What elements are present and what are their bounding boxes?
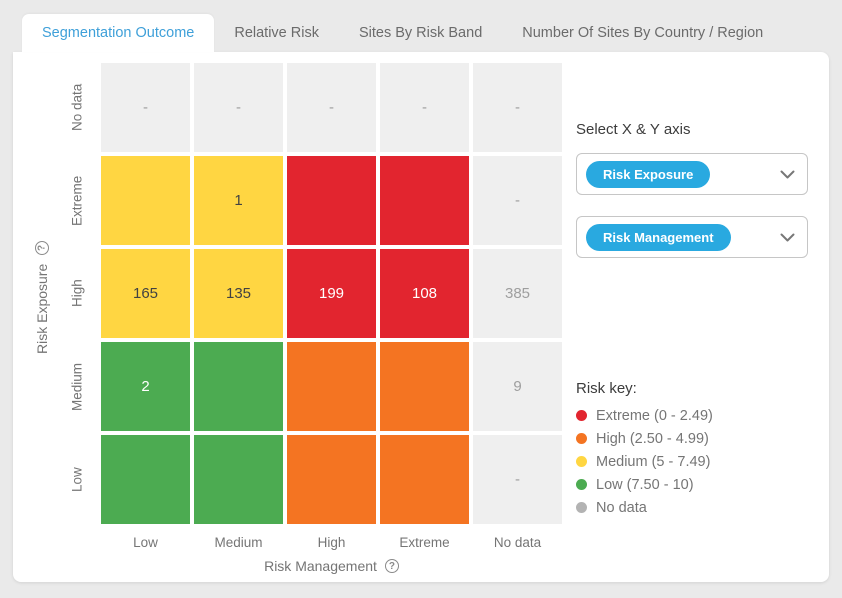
heatmap-cell-0-4[interactable]: - <box>473 63 562 152</box>
legend-dot-medium <box>576 456 587 467</box>
heatmap-grid: No data - - - - - Extreme 1- High 165 135 199 108 385… <box>57 63 562 552</box>
heatmap-cell-3-0[interactable]: 2 <box>101 342 190 431</box>
row-label-high: High <box>69 279 85 308</box>
y-axis-dropdown[interactable]: Risk Exposure <box>576 153 808 195</box>
tab-number-of-sites-by-country-region[interactable]: Number Of Sites By Country / Region <box>522 25 764 41</box>
heatmap-cell-3-4[interactable]: 9 <box>473 342 562 431</box>
grid-corner <box>57 528 97 552</box>
col-label-extreme: Extreme <box>399 535 450 550</box>
heatmap-cell-2-4[interactable]: 385 <box>473 249 562 338</box>
col-label-high: High <box>317 535 346 550</box>
heatmap-cell-3-3[interactable] <box>380 342 469 431</box>
risk-key-title: Risk key: <box>576 380 637 397</box>
y-axis-title: Risk Exposure ? <box>27 63 57 532</box>
col-label-low: Low <box>133 535 158 550</box>
risk-key-items: Extreme (0 - 2.49) High (2.50 - 4.99) Medi… <box>576 404 814 519</box>
tab-sites-by-risk-band[interactable]: Sites By Risk Band <box>358 25 483 41</box>
x-axis-title: Risk Management ? <box>101 558 562 574</box>
col-label-no-data: No data <box>493 535 542 550</box>
legend-dot-nodata <box>576 502 587 513</box>
heatmap-cell-2-2[interactable]: 199 <box>287 249 376 338</box>
heatmap-cell-4-4[interactable]: - <box>473 435 562 524</box>
legend-label: High (2.50 - 4.99) <box>596 430 709 447</box>
segmentation-outcome-card: Risk Exposure ? No data - - - - - Extreme 1- Hig… <box>13 52 829 582</box>
x-axis-dropdown[interactable]: Risk Management <box>576 216 808 258</box>
legend-label: Extreme (0 - 2.49) <box>596 407 713 424</box>
heatmap-cell-0-2[interactable]: - <box>287 63 376 152</box>
row-label-extreme: Extreme <box>69 175 85 226</box>
panel-title: Select X & Y axis <box>576 121 691 138</box>
tab-relative-risk[interactable]: Relative Risk <box>234 25 319 41</box>
heatmap-cell-1-4[interactable]: - <box>473 156 562 245</box>
heatmap-cell-2-3[interactable]: 108 <box>380 249 469 338</box>
heatmap-cell-4-1[interactable] <box>194 435 283 524</box>
heatmap-cell-1-2[interactable] <box>287 156 376 245</box>
chevron-down-icon <box>780 170 795 179</box>
heatmap-cell-0-3[interactable]: - <box>380 63 469 152</box>
heatmap-cell-1-0[interactable] <box>101 156 190 245</box>
legend-item-high: High (2.50 - 4.99) <box>576 427 814 450</box>
legend-label: Low (7.50 - 10) <box>596 476 694 493</box>
legend-item-medium: Medium (5 - 7.49) <box>576 450 814 473</box>
heatmap-plot: No data - - - - - Extreme 1- High 165 135 199 108 385… <box>57 63 562 574</box>
legend-label: Medium (5 - 7.49) <box>596 453 711 470</box>
heatmap-cell-4-3[interactable] <box>380 435 469 524</box>
row-label-low: Low <box>69 467 85 492</box>
y-axis-help-icon[interactable]: ? <box>35 241 49 256</box>
legend-item-extreme: Extreme (0 - 2.49) <box>576 404 814 427</box>
heatmap-cell-0-1[interactable]: - <box>194 63 283 152</box>
legend-item-low: Low (7.50 - 10) <box>576 473 814 496</box>
heatmap-cell-4-0[interactable] <box>101 435 190 524</box>
legend-dot-high <box>576 433 587 444</box>
x-axis-help-icon[interactable]: ? <box>384 559 399 573</box>
heatmap-cell-0-0[interactable]: - <box>101 63 190 152</box>
heatmap-cell-1-1[interactable]: 1 <box>194 156 283 245</box>
col-label-medium: Medium <box>214 535 263 550</box>
x-axis-pill[interactable]: Risk Management <box>586 223 731 251</box>
legend-dot-low <box>576 479 587 490</box>
heatmap-cell-4-2[interactable] <box>287 435 376 524</box>
heatmap-chart: Risk Exposure ? No data - - - - - Extreme 1- Hig… <box>27 63 562 574</box>
heatmap-cell-2-1[interactable]: 135 <box>194 249 283 338</box>
row-label-medium: Medium <box>69 362 85 411</box>
y-axis-title-label: Risk Exposure <box>34 263 50 354</box>
x-axis-title-label: Risk Management <box>264 558 377 574</box>
legend-label: No data <box>596 499 647 516</box>
tab-segmentation-outcome[interactable]: Segmentation Outcome <box>22 14 215 52</box>
heatmap-cell-1-3[interactable] <box>380 156 469 245</box>
heatmap-cell-2-0[interactable]: 165 <box>101 249 190 338</box>
chevron-down-icon <box>780 233 795 242</box>
legend-item-nodata: No data <box>576 496 814 519</box>
row-label-no-data: No data <box>69 83 85 132</box>
y-axis-pill[interactable]: Risk Exposure <box>586 160 711 188</box>
risk-key: Risk key: Extreme (0 - 2.49) High (2.50 -… <box>576 380 814 519</box>
tab-bar: Segmentation Outcome Relative Risk Sites… <box>22 14 829 52</box>
heatmap-cell-3-1[interactable] <box>194 342 283 431</box>
axis-selector-panel: Select X & Y axis Risk Exposure Risk Man… <box>576 63 814 570</box>
legend-dot-extreme <box>576 410 587 421</box>
heatmap-cell-3-2[interactable] <box>287 342 376 431</box>
